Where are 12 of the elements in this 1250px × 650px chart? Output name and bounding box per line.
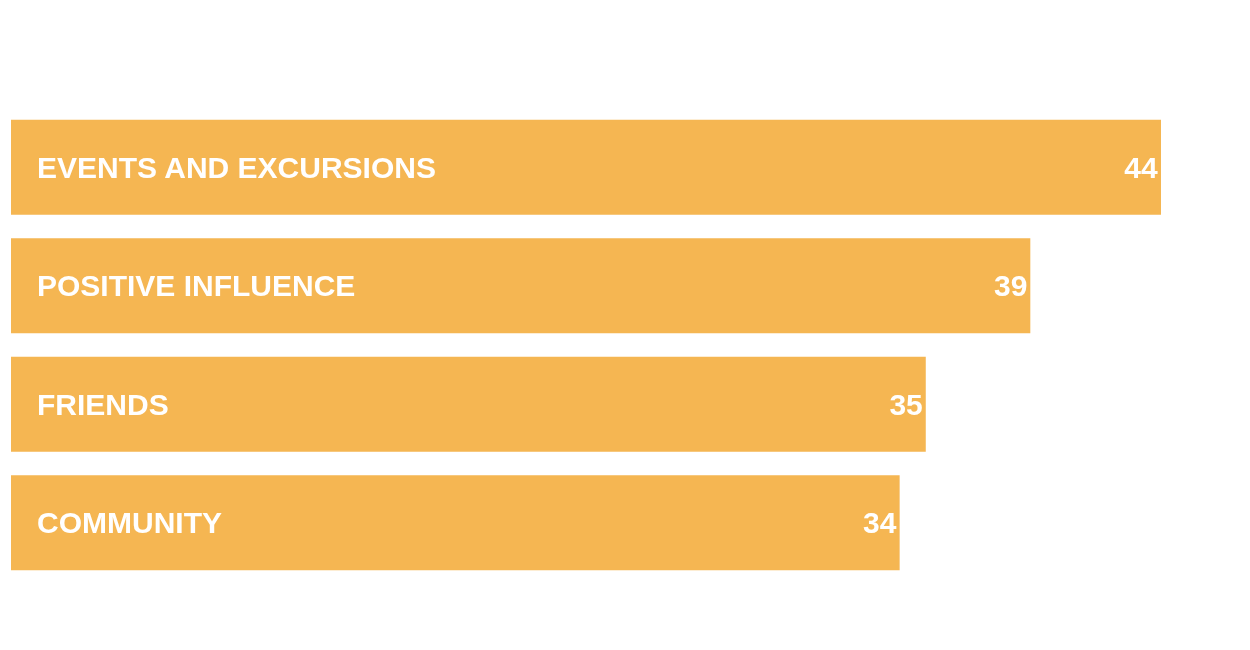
data-label: 39 — [993, 269, 1028, 303]
bar — [11, 119, 1161, 215]
data-label: 44 — [1124, 150, 1158, 184]
y-tick-label: EVENTS AND EXCURSIONS — [37, 151, 436, 184]
y-tick-label: POSITIVE INFLUENCE — [37, 269, 356, 302]
data-label: 35 — [889, 387, 923, 421]
y-tick-label: COMMUNITY — [37, 506, 222, 539]
bar — [11, 475, 900, 571]
y-tick-label: FRIENDS — [37, 388, 169, 421]
data-label: 34 — [862, 506, 897, 540]
bar — [11, 356, 926, 452]
bar — [11, 238, 1031, 334]
